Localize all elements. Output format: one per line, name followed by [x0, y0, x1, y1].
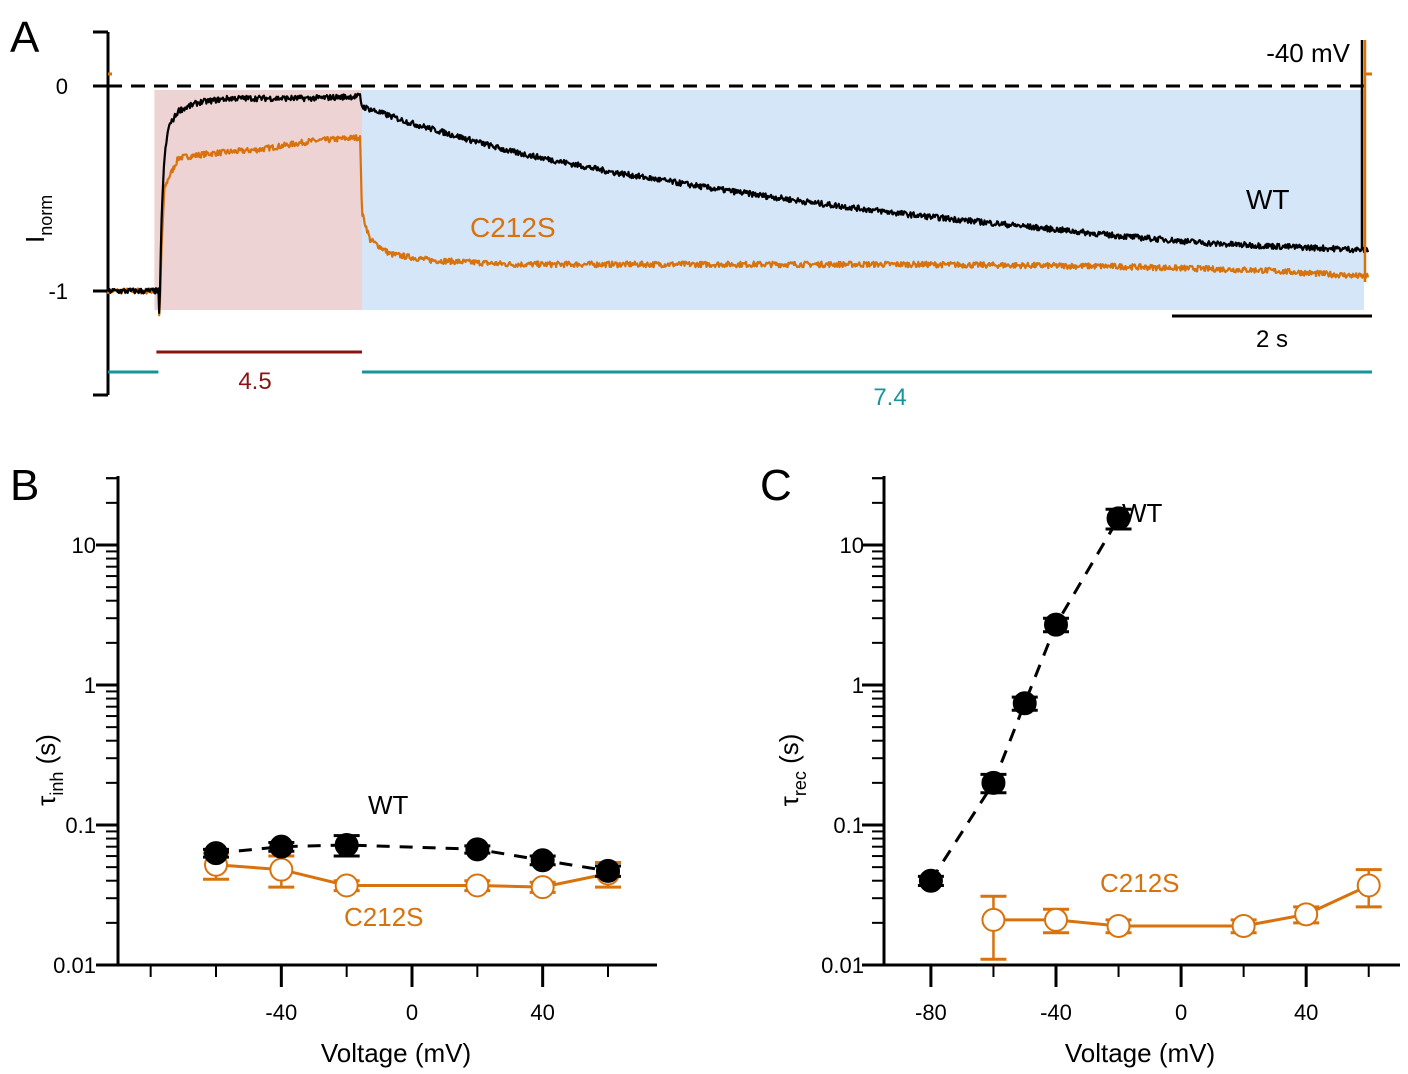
x-tick-label: 40	[1294, 1000, 1318, 1025]
wt-data-point	[1012, 691, 1037, 716]
y-tick-10: 10	[840, 533, 864, 558]
panel-b-label: B	[10, 461, 39, 510]
c212s-data-point	[1356, 873, 1381, 898]
y-tick-0-01: 0.01	[53, 953, 96, 978]
c212s-data-point	[530, 875, 555, 900]
x-tick-label: -80	[915, 1000, 947, 1025]
x-tick-label: -40	[1040, 1000, 1072, 1025]
y-tick-0-01: 0.01	[821, 953, 864, 978]
wt-data-point	[918, 868, 943, 893]
y-label-sub: rec	[790, 771, 810, 796]
y-tick-0-1: 0.1	[833, 813, 864, 838]
panel-b-data	[203, 832, 621, 900]
y-tick-label-minus-1: -1	[48, 279, 68, 304]
recovery-time-label: 7.4	[873, 384, 906, 411]
trace-wt	[106, 92, 1370, 314]
c212s-data-point	[1294, 902, 1319, 927]
x-tick-label: 0	[406, 1000, 418, 1025]
y-tick-10: 10	[72, 533, 96, 558]
x-tick-label: 40	[530, 1000, 554, 1025]
wt-data-point	[269, 834, 294, 859]
y-label-sub: norm	[36, 195, 56, 236]
voltage-label: -40 mV	[1266, 38, 1350, 68]
x-axis-label: Voltage (mV)	[321, 1038, 471, 1068]
svg-text:Inorm: Inorm	[20, 195, 56, 243]
c212s-trace-label: C212S	[470, 212, 556, 243]
y-tick-label-0: 0	[56, 74, 68, 99]
current-traces	[106, 92, 1370, 317]
y-label-unit: (s)	[31, 734, 61, 772]
panel-a-y-axis	[93, 30, 110, 397]
wt-connecting-line	[929, 517, 1120, 882]
svg-text:τinh (s): τinh (s)	[31, 734, 67, 806]
panel-a-label: A	[10, 13, 40, 62]
c212s-data-point	[269, 857, 294, 882]
c212s-series-label: C212S	[1100, 868, 1180, 898]
panel-b-axes: -40 0 40	[96, 476, 657, 1025]
wt-data-point	[530, 848, 555, 873]
panel-b-y-label: τinh (s)	[31, 734, 67, 806]
x-axis-label: Voltage (mV)	[1065, 1038, 1215, 1068]
wt-trace-label: WT	[1246, 184, 1290, 215]
c212s-data-point	[1044, 907, 1068, 932]
wt-data-point	[204, 841, 228, 866]
panel-a-y-label: Inorm	[20, 195, 56, 243]
c212s-data-point	[465, 873, 490, 898]
c212s-data-point	[334, 873, 359, 898]
panel-c-axes: -80 -40 0 40	[862, 476, 1400, 1025]
y-label-unit: (s)	[774, 734, 804, 772]
c212s-data-point	[1231, 913, 1256, 938]
panel-b: B -40 0 40 10 1 0.1 0.01 Voltage (mV) τinh…	[10, 461, 657, 1068]
wt-data-point	[465, 837, 490, 862]
y-label-main: τ	[774, 795, 804, 806]
voltage-step-marker	[108, 40, 1372, 282]
y-label-main: I	[20, 236, 50, 243]
panel-c: C -80 -40 0 40 10 1 0.1 0.01 Voltage (mV) τ…	[760, 461, 1400, 1068]
c212s-data-point	[1106, 913, 1131, 938]
recovery-window	[362, 90, 1364, 310]
panel-c-y-label: τrec (s)	[774, 734, 810, 807]
x-tick-label: 0	[1175, 1000, 1187, 1025]
panel-a: A 0 -1 Inorm -40 mV WT C212S 2 s 4.5 7.4	[10, 13, 1372, 411]
wt-data-point	[334, 832, 359, 857]
c212s-data-point	[981, 907, 1006, 932]
y-label-sub: inh	[47, 772, 67, 796]
inhibition-time-label: 4.5	[238, 368, 271, 395]
wt-data-point	[981, 770, 1006, 795]
wt-data-point	[1044, 612, 1068, 637]
panel-c-data	[917, 506, 1382, 961]
trace-c212s	[106, 134, 1370, 317]
y-tick-1: 1	[852, 673, 864, 698]
wt-data-point	[596, 858, 620, 883]
y-tick-0-1: 0.1	[65, 813, 96, 838]
panel-c-label: C	[760, 461, 792, 510]
y-tick-1: 1	[84, 673, 96, 698]
inhibition-window	[154, 90, 363, 310]
wt-series-label: WT	[1122, 498, 1163, 528]
y-label-main: τ	[31, 795, 61, 806]
x-tick-label: -40	[265, 1000, 297, 1025]
c212s-series-label: C212S	[344, 902, 424, 932]
wt-series-label: WT	[368, 790, 409, 820]
scale-bar-label: 2 s	[1256, 326, 1288, 353]
svg-text:τrec (s): τrec (s)	[774, 734, 810, 807]
wt-data-point	[1106, 506, 1131, 531]
